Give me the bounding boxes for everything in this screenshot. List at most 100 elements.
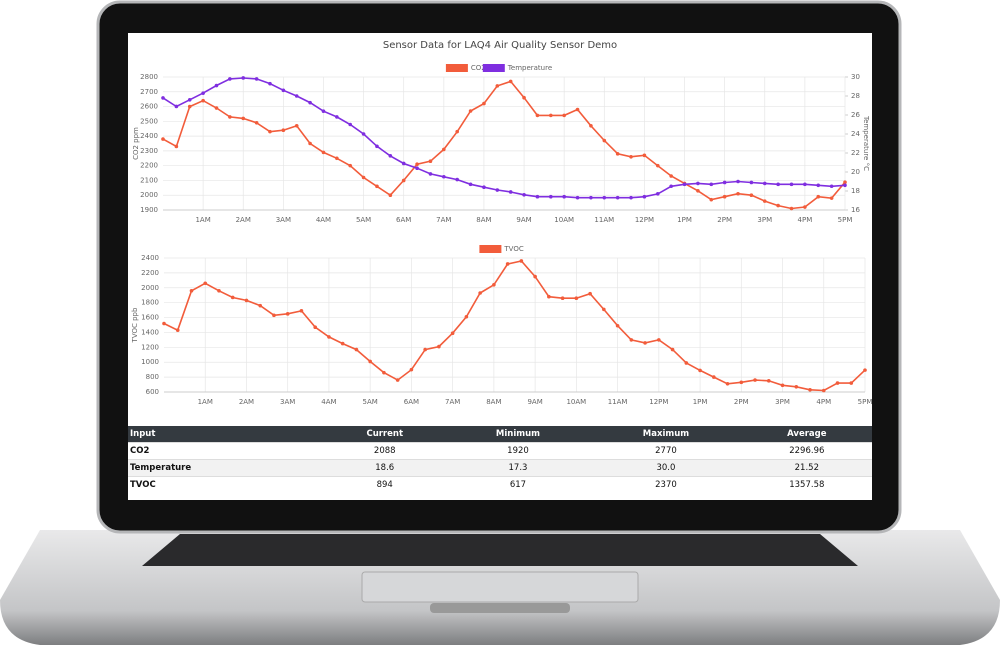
data-point <box>789 182 794 187</box>
x-tick-label: 4AM <box>321 398 336 406</box>
data-point <box>575 107 580 112</box>
data-point <box>308 141 312 146</box>
data-point <box>308 100 312 105</box>
data-point <box>189 288 194 293</box>
data-point <box>736 179 740 184</box>
data-point <box>522 95 526 100</box>
y-tick-label: 600 <box>146 388 159 396</box>
y-tick-label: 2300 <box>140 147 158 155</box>
table-cell: 2088 <box>323 442 446 460</box>
table-cell: 2770 <box>590 442 742 460</box>
data-point <box>244 298 249 303</box>
data-point <box>495 84 500 88</box>
data-point <box>803 182 807 187</box>
x-tick-label: 5PM <box>838 216 853 224</box>
data-point <box>849 381 854 385</box>
x-tick-label: 2PM <box>717 216 732 224</box>
data-point <box>321 109 326 113</box>
data-point <box>442 147 446 152</box>
x-tick-label: 1AM <box>195 216 210 224</box>
data-point <box>816 183 821 188</box>
x-tick-label: 7AM <box>436 216 451 224</box>
data-point <box>382 370 386 375</box>
legend-swatch <box>445 64 468 72</box>
data-point <box>313 325 317 330</box>
data-point <box>505 262 510 266</box>
data-point <box>294 94 299 98</box>
data-point <box>655 192 660 196</box>
data-point <box>589 123 593 128</box>
data-point <box>281 88 286 93</box>
table-cell: 2296.96 <box>741 442 872 460</box>
data-point <box>254 77 259 81</box>
data-point <box>174 104 179 109</box>
x-tick-label: 8AM <box>486 398 501 406</box>
legend-label: Temperature <box>507 64 552 72</box>
data-point <box>533 274 537 279</box>
data-point <box>821 388 826 393</box>
data-point <box>615 323 620 328</box>
data-point <box>722 180 727 185</box>
data-point <box>669 184 673 189</box>
data-point <box>602 195 607 200</box>
data-point <box>843 180 847 185</box>
data-point <box>588 291 592 296</box>
data-point <box>268 81 272 86</box>
y-tick-label: 2600 <box>140 103 158 111</box>
data-point <box>354 347 359 352</box>
data-point <box>562 113 566 118</box>
y2-tick-label: 22 <box>851 149 860 157</box>
data-point <box>201 98 205 103</box>
x-tick-label: 4AM <box>316 216 331 224</box>
data-point <box>803 205 807 209</box>
notch <box>430 603 570 613</box>
data-point <box>535 194 540 199</box>
x-tick-label: 12PM <box>635 216 654 224</box>
data-point <box>254 121 259 125</box>
data-point <box>829 196 834 200</box>
y-tick-label: 2400 <box>141 254 159 262</box>
table-cell: 1357.58 <box>741 476 872 493</box>
data-point <box>643 341 647 345</box>
x-tick-label: 10AM <box>554 216 574 224</box>
data-point <box>268 129 272 134</box>
data-point <box>361 132 366 136</box>
data-point <box>629 338 634 342</box>
data-point <box>442 174 446 179</box>
y-tick-label: 2200 <box>141 269 159 277</box>
table-cell: TVOC <box>128 476 324 493</box>
x-tick-label: 9AM <box>516 216 531 224</box>
y-tick-label: 2400 <box>140 132 158 140</box>
data-point <box>388 193 393 198</box>
y2-tick-label: 24 <box>851 130 860 138</box>
x-tick-label: 4PM <box>816 398 831 406</box>
x-tick-label: 5AM <box>363 398 378 406</box>
data-point <box>863 368 867 372</box>
series-line <box>163 260 866 392</box>
data-point <box>589 195 593 200</box>
x-tick-label: 1PM <box>693 398 708 406</box>
data-point <box>762 181 767 186</box>
y2-tick-label: 16 <box>851 206 860 214</box>
y-tick-label: 2500 <box>140 117 158 125</box>
legend-label: TVOC <box>503 245 523 253</box>
data-point <box>335 156 339 161</box>
header-cell: Average <box>741 426 872 443</box>
data-point <box>749 193 754 198</box>
data-point <box>535 113 540 118</box>
data-point <box>642 194 647 199</box>
data-point <box>409 367 414 372</box>
data-point <box>749 180 754 185</box>
y-axis-title: TVOC ppb <box>131 307 139 343</box>
data-point <box>299 309 304 313</box>
data-point <box>161 96 165 100</box>
y-tick-label: 2200 <box>140 162 158 170</box>
data-point <box>709 197 714 202</box>
y2-tick-label: 18 <box>851 187 860 195</box>
y-tick-label: 2100 <box>140 176 158 184</box>
x-tick-label: 1PM <box>677 216 692 224</box>
stats-table: Input Current Minimum Maximum Average CO2 2088… <box>128 426 872 493</box>
x-tick-label: 8AM <box>476 216 491 224</box>
data-point <box>415 162 419 166</box>
data-point <box>321 150 326 155</box>
